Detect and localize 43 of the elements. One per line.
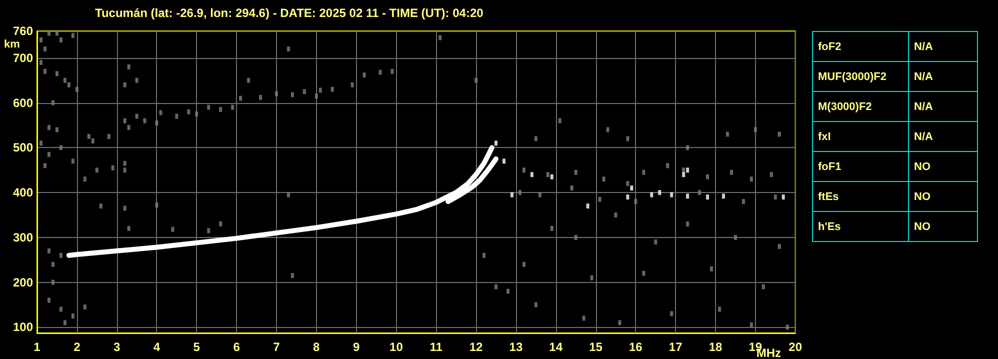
text: NO <box>908 182 978 212</box>
y-tick-label: 100 <box>12 320 34 334</box>
text: N/A <box>908 32 978 62</box>
chart-title: Tucumán (lat: -26.9, lon: 294.6) - DATE: 2025 02 11 - TIME (UT): 04:20 <box>95 6 484 20</box>
x-tick-label: 14 <box>549 340 563 354</box>
text: M(3000)F2 <box>812 92 908 122</box>
x-tick-label: 11 <box>430 340 443 354</box>
text: fxI <box>812 122 908 152</box>
y-tick-label: 400 <box>12 186 34 200</box>
x-tick-label: 15 <box>589 340 603 354</box>
x-tick-label: 10 <box>390 340 404 354</box>
y-axis-title: km <box>4 38 20 50</box>
y-tick-label: 700 <box>12 50 34 65</box>
x-tick-label: 5 <box>193 340 200 354</box>
x-tick-label: 18 <box>708 340 722 354</box>
text: h'Es <box>812 212 908 242</box>
text: ftEs <box>812 182 908 212</box>
text: foF1 <box>812 152 908 182</box>
y-tick-label: 600 <box>12 96 34 110</box>
text: N/A <box>908 92 978 122</box>
x-tick-label: 4 <box>153 340 160 354</box>
text: NO <box>908 152 978 182</box>
text: foF2 <box>812 32 908 62</box>
x-tick-label: 7 <box>273 340 280 354</box>
y-tick-label: 300 <box>12 230 34 244</box>
text: N/A <box>908 62 978 92</box>
x-tick-label: 3 <box>113 340 120 354</box>
x-tick-label: 16 <box>629 340 643 354</box>
x-tick-label: 8 <box>313 340 320 354</box>
x-tick-label: 13 <box>509 340 523 354</box>
y-tick-label: 760 <box>12 24 34 38</box>
text: NO <box>908 212 978 242</box>
x-tick-label: 20 <box>788 340 802 354</box>
text: N/A <box>908 122 978 152</box>
x-tick-label: 6 <box>233 340 240 354</box>
x-tick-label: 2 <box>74 340 81 354</box>
text: MUF(3000)F2 <box>812 62 908 92</box>
y-tick-label: 200 <box>12 275 34 290</box>
x-tick-label: 17 <box>668 340 683 354</box>
x-tick-label: 12 <box>469 340 484 354</box>
x-tick-label: 1 <box>34 340 41 354</box>
y-tick-label: 500 <box>12 140 34 155</box>
x-tick-label: 9 <box>352 340 360 354</box>
